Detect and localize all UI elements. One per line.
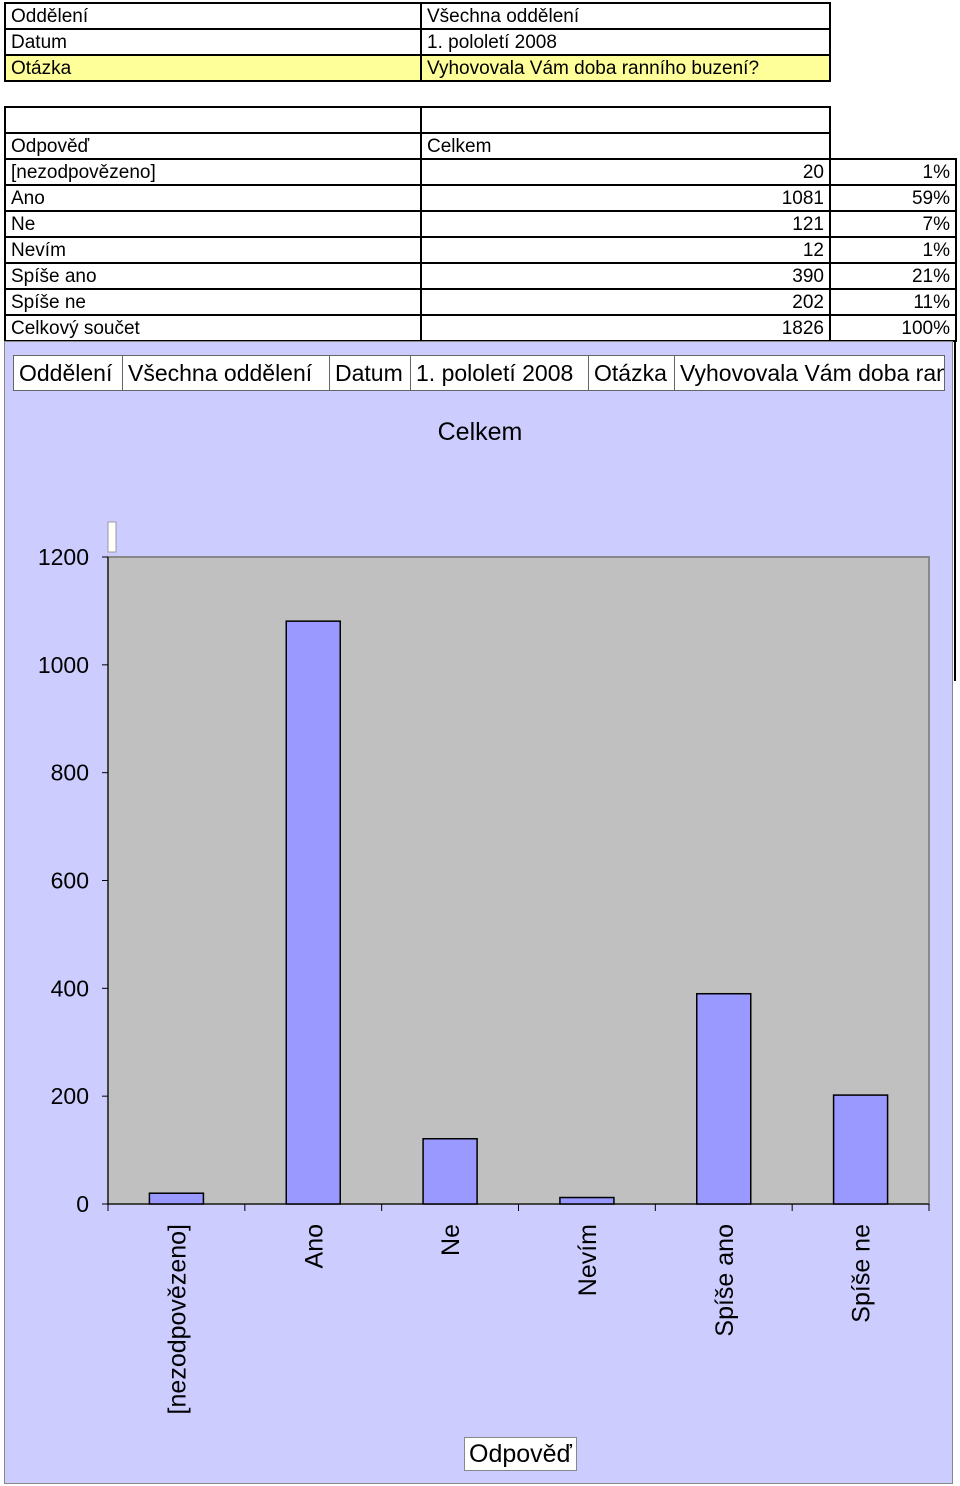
chart-header-date-value: 1. pololetí 2008 xyxy=(410,355,589,391)
x-tick-label: Spíše ano xyxy=(711,1224,739,1337)
chart-header-question-label: Otázka xyxy=(588,355,675,391)
bar xyxy=(285,620,341,1205)
plot-area xyxy=(107,556,930,1205)
y-tick-label: 600 xyxy=(51,868,89,894)
y-tick-label: 0 xyxy=(76,1191,89,1217)
chart-title: Celkem xyxy=(437,418,523,446)
chart-header-department-value: Všechna oddělení xyxy=(122,355,330,391)
y-tick-label: 800 xyxy=(51,760,89,786)
x-axis-title: Odpověď xyxy=(464,1437,577,1471)
chart-header-date-label: Datum xyxy=(329,355,411,391)
bar xyxy=(422,1138,478,1205)
bar xyxy=(559,1196,615,1205)
y-tick-label: 1200 xyxy=(38,544,89,570)
y-tick-label: 400 xyxy=(51,975,89,1001)
chart-header-department-label: Oddělení xyxy=(13,355,123,391)
question-label: Otázka xyxy=(4,54,422,82)
x-tick-label: Spíše ne xyxy=(848,1224,876,1323)
question-value: Vyhovovala Vám doba ranního buzení? xyxy=(420,54,831,82)
table-edge-line xyxy=(954,341,959,681)
x-tick-label: Nevím xyxy=(574,1224,602,1296)
legend-marker xyxy=(107,521,117,553)
x-tick-label: [nezodpovězeno] xyxy=(163,1224,191,1414)
x-tick-label: Ano xyxy=(300,1224,328,1268)
bar xyxy=(148,1192,205,1205)
y-tick-label: 200 xyxy=(51,1083,89,1109)
bar xyxy=(696,992,752,1205)
chart-header-question-value: Vyhovovala Vám doba ranního buzení? xyxy=(674,355,945,391)
bar xyxy=(832,1094,889,1205)
y-tick-label: 1000 xyxy=(38,652,89,678)
x-tick-label: Ne xyxy=(437,1224,465,1256)
